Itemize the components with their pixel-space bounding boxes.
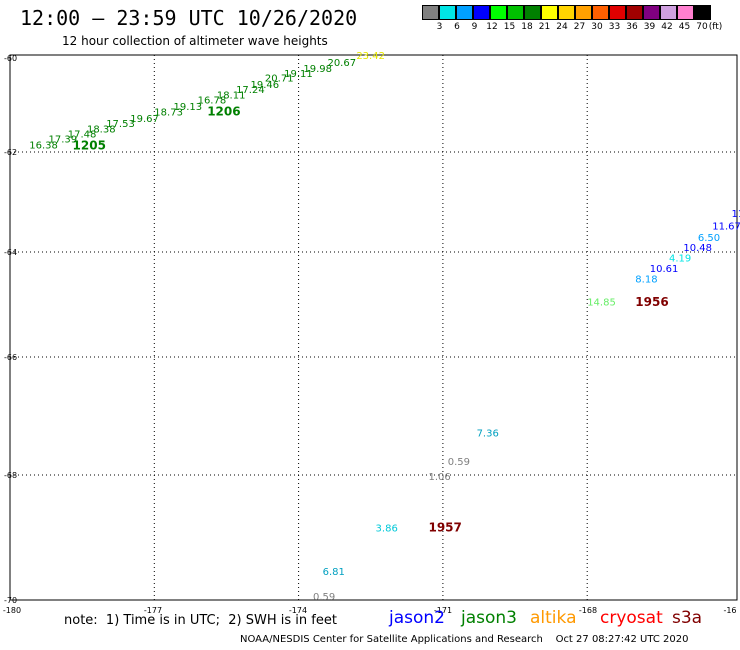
wave-height-value: 14.85 bbox=[587, 298, 616, 309]
longitude-label: -16 bbox=[723, 606, 736, 615]
legend-label: 18 bbox=[521, 22, 533, 32]
legend-swatch bbox=[456, 5, 473, 20]
legend-swatch bbox=[626, 5, 643, 20]
map-subtitle: 12 hour collection of altimeter wave hei… bbox=[62, 34, 328, 48]
color-legend-labels: 3 6 9 12 15 18 21 24 27 30 33 36 39 42 45 70 (ft) bbox=[422, 22, 740, 34]
wave-height-value: 23.42 bbox=[356, 51, 385, 62]
wave-height-value: 17.39 bbox=[48, 134, 77, 145]
pass-time-label: 1957 bbox=[428, 520, 461, 534]
legend-label: 15 bbox=[503, 22, 516, 32]
legend-label: (ft) bbox=[708, 22, 723, 32]
legend-swatch bbox=[490, 5, 507, 20]
legend-label: 3 bbox=[436, 22, 443, 32]
satellite-legend-s3a: s3a bbox=[672, 608, 703, 628]
legend-swatch bbox=[422, 5, 439, 20]
satellite-legend-altika: altika bbox=[530, 608, 577, 628]
longitude-label: -180 bbox=[3, 606, 21, 615]
longitude-label: -177 bbox=[144, 606, 162, 615]
wave-height-value: 19.11 bbox=[284, 69, 313, 80]
legend-label: 27 bbox=[573, 22, 586, 32]
legend-swatch bbox=[524, 5, 541, 20]
wave-height-value: 1.06 bbox=[428, 472, 450, 483]
wave-height-value: 17.53 bbox=[106, 119, 135, 130]
wave-height-value: 20.67 bbox=[327, 58, 356, 69]
wave-height-value: 0.59 bbox=[448, 457, 470, 468]
pass-time-label: 1205 bbox=[73, 139, 106, 153]
legend-swatch bbox=[660, 5, 677, 20]
latitude-label: -60 bbox=[4, 54, 17, 63]
legend-label: 33 bbox=[608, 22, 621, 32]
latitude-label: -64 bbox=[4, 248, 17, 257]
wave-height-value: 18.38 bbox=[87, 125, 116, 136]
legend-label: 45 bbox=[678, 22, 691, 32]
wave-height-value: 8.18 bbox=[635, 274, 657, 285]
wave-height-value: 19.67 bbox=[130, 114, 159, 125]
legend-label: 36 bbox=[626, 22, 638, 32]
wave-height-value: 19.98 bbox=[303, 64, 332, 75]
wave-height-value: 10.61 bbox=[650, 264, 679, 275]
latitude-label: -62 bbox=[4, 148, 17, 157]
map-title: 12:00 – 23:59 UTC 10/26/2020 bbox=[20, 6, 358, 30]
legend-swatch bbox=[507, 5, 524, 20]
credit-line: NOAA/NESDIS Center for Satellite Applica… bbox=[240, 634, 689, 645]
legend-swatch bbox=[541, 5, 558, 20]
wave-height-value: 16.38 bbox=[29, 141, 58, 152]
legend-label: 12 bbox=[486, 22, 498, 32]
longitude-label: -168 bbox=[579, 606, 597, 615]
wave-height-value: 19.13 bbox=[174, 102, 203, 113]
wave-height-value: 18.73 bbox=[154, 108, 183, 119]
wave-height-value: 17.24 bbox=[236, 85, 265, 96]
legend-label: 24 bbox=[556, 22, 568, 32]
legend-label: 39 bbox=[643, 22, 656, 32]
pass-time-label: 1956 bbox=[635, 295, 668, 309]
legend-swatch bbox=[592, 5, 609, 20]
wave-height-value: 18.11 bbox=[217, 91, 246, 102]
wave-height-value: 0.59 bbox=[313, 592, 335, 603]
latitude-label: -70 bbox=[4, 596, 17, 605]
legend-label: 9 bbox=[471, 22, 478, 32]
legend-swatch bbox=[558, 5, 575, 20]
legend-swatch bbox=[473, 5, 490, 20]
wave-height-value: 11.85 bbox=[732, 209, 740, 220]
color-legend bbox=[422, 5, 711, 20]
legend-label: 42 bbox=[661, 22, 673, 32]
satellite-legend-jason3: jason3 bbox=[461, 608, 517, 628]
legend-label: 30 bbox=[591, 22, 603, 32]
wave-height-value: 6.50 bbox=[698, 233, 720, 244]
legend-swatch bbox=[677, 5, 694, 20]
legend-label: 21 bbox=[538, 22, 551, 32]
legend-swatch bbox=[609, 5, 626, 20]
legend-swatch bbox=[575, 5, 592, 20]
satellite-legend-cryosat: cryosat bbox=[600, 608, 663, 628]
legend-label: 70 bbox=[696, 22, 708, 32]
wave-height-value: 4.19 bbox=[669, 253, 691, 264]
footnote: note: 1) Time is in UTC; 2) SWH is in fe… bbox=[64, 613, 337, 628]
wave-height-value: 20.71 bbox=[265, 74, 294, 85]
satellite-legend-jason2: jason2 bbox=[389, 608, 445, 628]
wave-height-value: 11.67 bbox=[712, 222, 740, 233]
legend-swatch bbox=[694, 5, 711, 20]
wave-height-value: 17.48 bbox=[68, 129, 97, 140]
wave-height-value: 16.78 bbox=[198, 96, 227, 107]
pass-time-label: 1206 bbox=[207, 105, 240, 119]
wave-height-value: 3.86 bbox=[376, 523, 398, 534]
legend-swatch bbox=[643, 5, 660, 20]
map-frame bbox=[9, 54, 738, 601]
wave-height-value: 19.46 bbox=[251, 80, 280, 91]
latitude-label: -66 bbox=[4, 353, 17, 362]
wave-height-value: 7.36 bbox=[477, 429, 499, 440]
wave-height-value: 10.48 bbox=[683, 243, 712, 254]
latitude-label: -68 bbox=[4, 471, 17, 480]
longitude-label: -171 bbox=[434, 606, 452, 615]
longitude-label: -174 bbox=[289, 606, 307, 615]
legend-label: 6 bbox=[454, 22, 460, 32]
wave-height-value: 6.81 bbox=[323, 567, 345, 578]
legend-swatch bbox=[439, 5, 456, 20]
